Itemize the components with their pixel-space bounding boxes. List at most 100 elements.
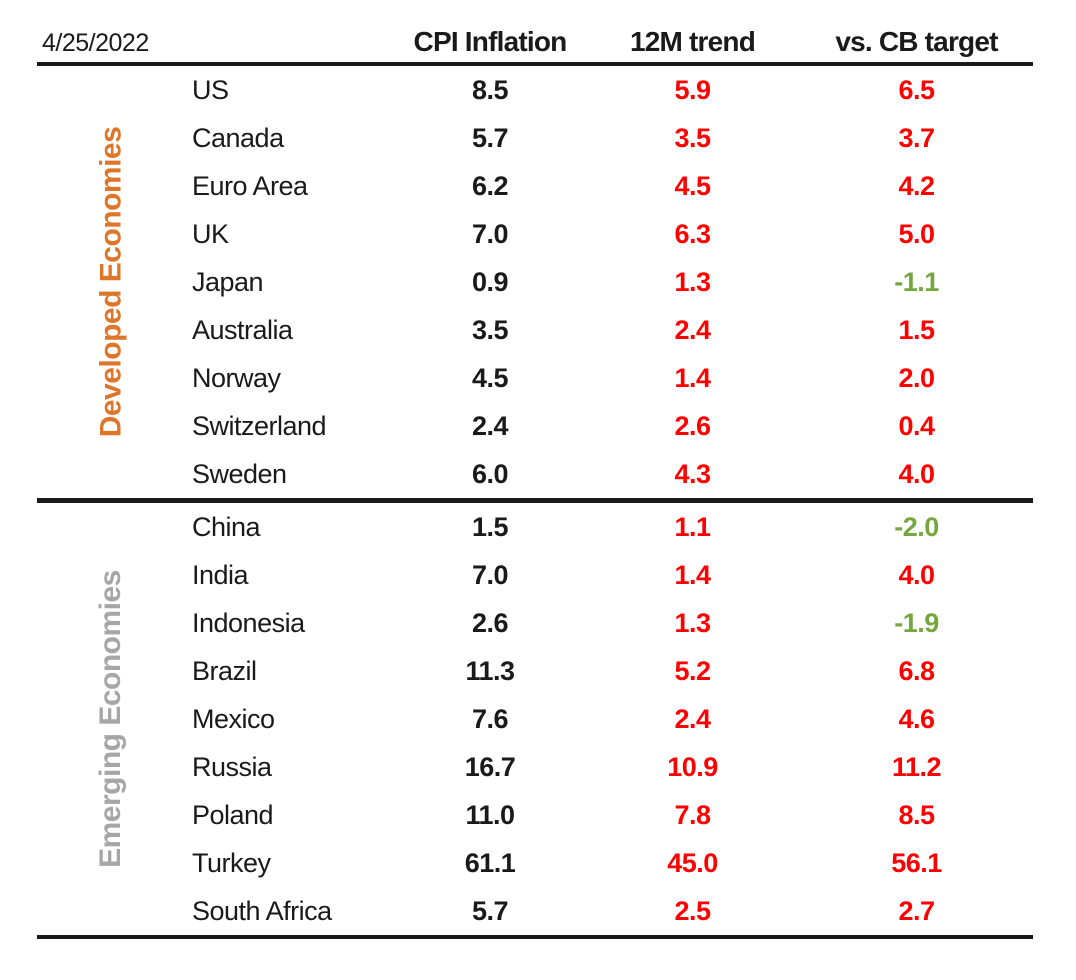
country-label: Turkey [192,847,271,878]
cb-target-value: 5.0 [898,218,935,249]
table-row: Euro Area 6.2 4.5 4.2 [37,162,1033,210]
cpi-inflation-value: 7.0 [471,559,509,590]
trend-value: 7.8 [674,799,711,830]
table-row: Poland 11.0 7.8 8.5 [37,791,1033,839]
table-row: Canada 5.7 3.5 3.7 [37,114,1033,162]
cb-target-value: -1.9 [894,607,939,638]
trend-value: 4.5 [674,170,711,201]
table-row: Brazil 11.3 5.2 6.8 [37,647,1033,695]
cpi-inflation-value: 16.7 [464,751,516,782]
trend-value: 2.6 [674,410,711,441]
table-header-row: 4/25/2022 CPI Inflation 12M trend vs. CB… [37,8,1033,62]
trend-value: 3.5 [674,122,711,153]
cpi-inflation-value: 6.0 [471,458,509,489]
cb-target-value: 1.5 [898,314,935,345]
table-row: Switzerland 2.4 2.6 0.4 [37,402,1033,450]
section-rows: China 1.5 1.1 -2.0 India 7.0 1.4 4.0 Ind… [37,503,1033,935]
table-row: India 7.0 1.4 4.0 [37,551,1033,599]
trend-value: 5.2 [674,655,711,686]
country-label: Australia [192,314,293,345]
trend-value: 45.0 [667,847,718,878]
country-label: India [192,559,249,590]
table-row: Sweden 6.0 4.3 4.0 [37,450,1033,498]
column-header-target: vs. CB target [835,26,998,57]
cpi-inflation-value: 1.5 [471,511,509,542]
country-label: Switzerland [192,410,327,441]
inflation-table: 4/25/2022 CPI Inflation 12M trend vs. CB… [37,8,1033,939]
country-label: Canada [192,122,284,153]
cpi-inflation-value: 7.6 [471,703,509,734]
cb-target-value: -2.0 [894,511,939,542]
table-row: South Africa 5.7 2.5 2.7 [37,887,1033,935]
cpi-inflation-value: 8.5 [471,74,509,105]
cb-target-value: 2.7 [898,895,935,926]
cb-target-value: 0.4 [898,410,935,441]
trend-value: 2.4 [674,703,711,734]
country-label: Euro Area [192,170,308,201]
section-rows: US 8.5 5.9 6.5 Canada 5.7 3.5 3.7 Euro A… [37,66,1033,498]
table-row: Indonesia 2.6 1.3 -1.9 [37,599,1033,647]
country-label: US [192,74,229,105]
table-row: Turkey 61.1 45.0 56.1 [37,839,1033,887]
trend-value: 2.4 [674,314,711,345]
country-label: Russia [192,751,272,782]
cpi-inflation-value: 11.3 [465,655,515,686]
column-header-trend: 12M trend [629,26,756,57]
cb-target-value: 4.0 [898,458,935,489]
cpi-inflation-value: 4.5 [471,362,509,393]
cpi-inflation-value: 0.9 [471,266,509,297]
section-divider-line [37,498,1033,503]
trend-value: 5.9 [674,74,711,105]
country-label: China [192,511,261,542]
cb-target-value: 56.1 [891,847,942,878]
cb-target-value: 2.0 [898,362,935,393]
cpi-inflation-value: 3.5 [471,314,509,345]
table-row: Mexico 7.6 2.4 4.6 [37,695,1033,743]
country-label: UK [192,218,229,249]
cb-target-value: 4.0 [898,559,935,590]
cpi-inflation-value: 11.0 [465,799,515,830]
trend-value: 1.4 [674,559,711,590]
trend-value: 1.4 [674,362,711,393]
table-bottom-line [37,935,1033,939]
table-row: Russia 16.7 10.9 11.2 [37,743,1033,791]
cpi-inflation-value: 2.6 [471,607,509,638]
country-label: Norway [192,362,281,393]
cb-target-value: 4.2 [898,170,935,201]
country-label: Poland [192,799,274,830]
date-label: 4/25/2022 [42,29,149,57]
table-row: China 1.5 1.1 -2.0 [37,503,1033,551]
country-label: Brazil [192,655,257,686]
trend-value: 4.3 [674,458,711,489]
country-label: Japan [192,266,264,297]
table-row: Japan 0.9 1.3 -1.1 [37,258,1033,306]
country-label: Mexico [192,703,275,734]
section-emerging-economies: Emerging Economies China 1.5 1.1 -2.0 In… [37,503,1033,935]
cpi-inflation-value: 61.1 [464,847,516,878]
trend-value: 1.3 [674,607,711,638]
table-row: Norway 4.5 1.4 2.0 [37,354,1033,402]
table-row: Australia 3.5 2.4 1.5 [37,306,1033,354]
section-developed-economies: Developed Economies US 8.5 5.9 6.5 Canad… [37,66,1033,498]
column-header-cpi: CPI Inflation [413,26,568,57]
cpi-inflation-value: 5.7 [471,122,509,153]
trend-value: 2.5 [674,895,711,926]
cb-target-value: -1.1 [894,266,939,297]
cb-target-value: 11.2 [891,751,942,782]
country-label: Indonesia [192,607,305,638]
table-row: UK 7.0 6.3 5.0 [37,210,1033,258]
cb-target-value: 6.5 [898,74,935,105]
table-row: US 8.5 5.9 6.5 [37,66,1033,114]
cb-target-value: 8.5 [898,799,935,830]
cb-target-value: 3.7 [898,122,935,153]
trend-value: 10.9 [667,751,718,782]
country-label: Sweden [192,458,287,489]
cpi-inflation-value: 2.4 [471,410,509,441]
cpi-inflation-value: 5.7 [471,895,509,926]
trend-value: 6.3 [674,218,711,249]
country-label: South Africa [192,895,332,926]
header-divider-line [37,62,1033,66]
trend-value: 1.3 [674,266,711,297]
cb-target-value: 6.8 [898,655,935,686]
